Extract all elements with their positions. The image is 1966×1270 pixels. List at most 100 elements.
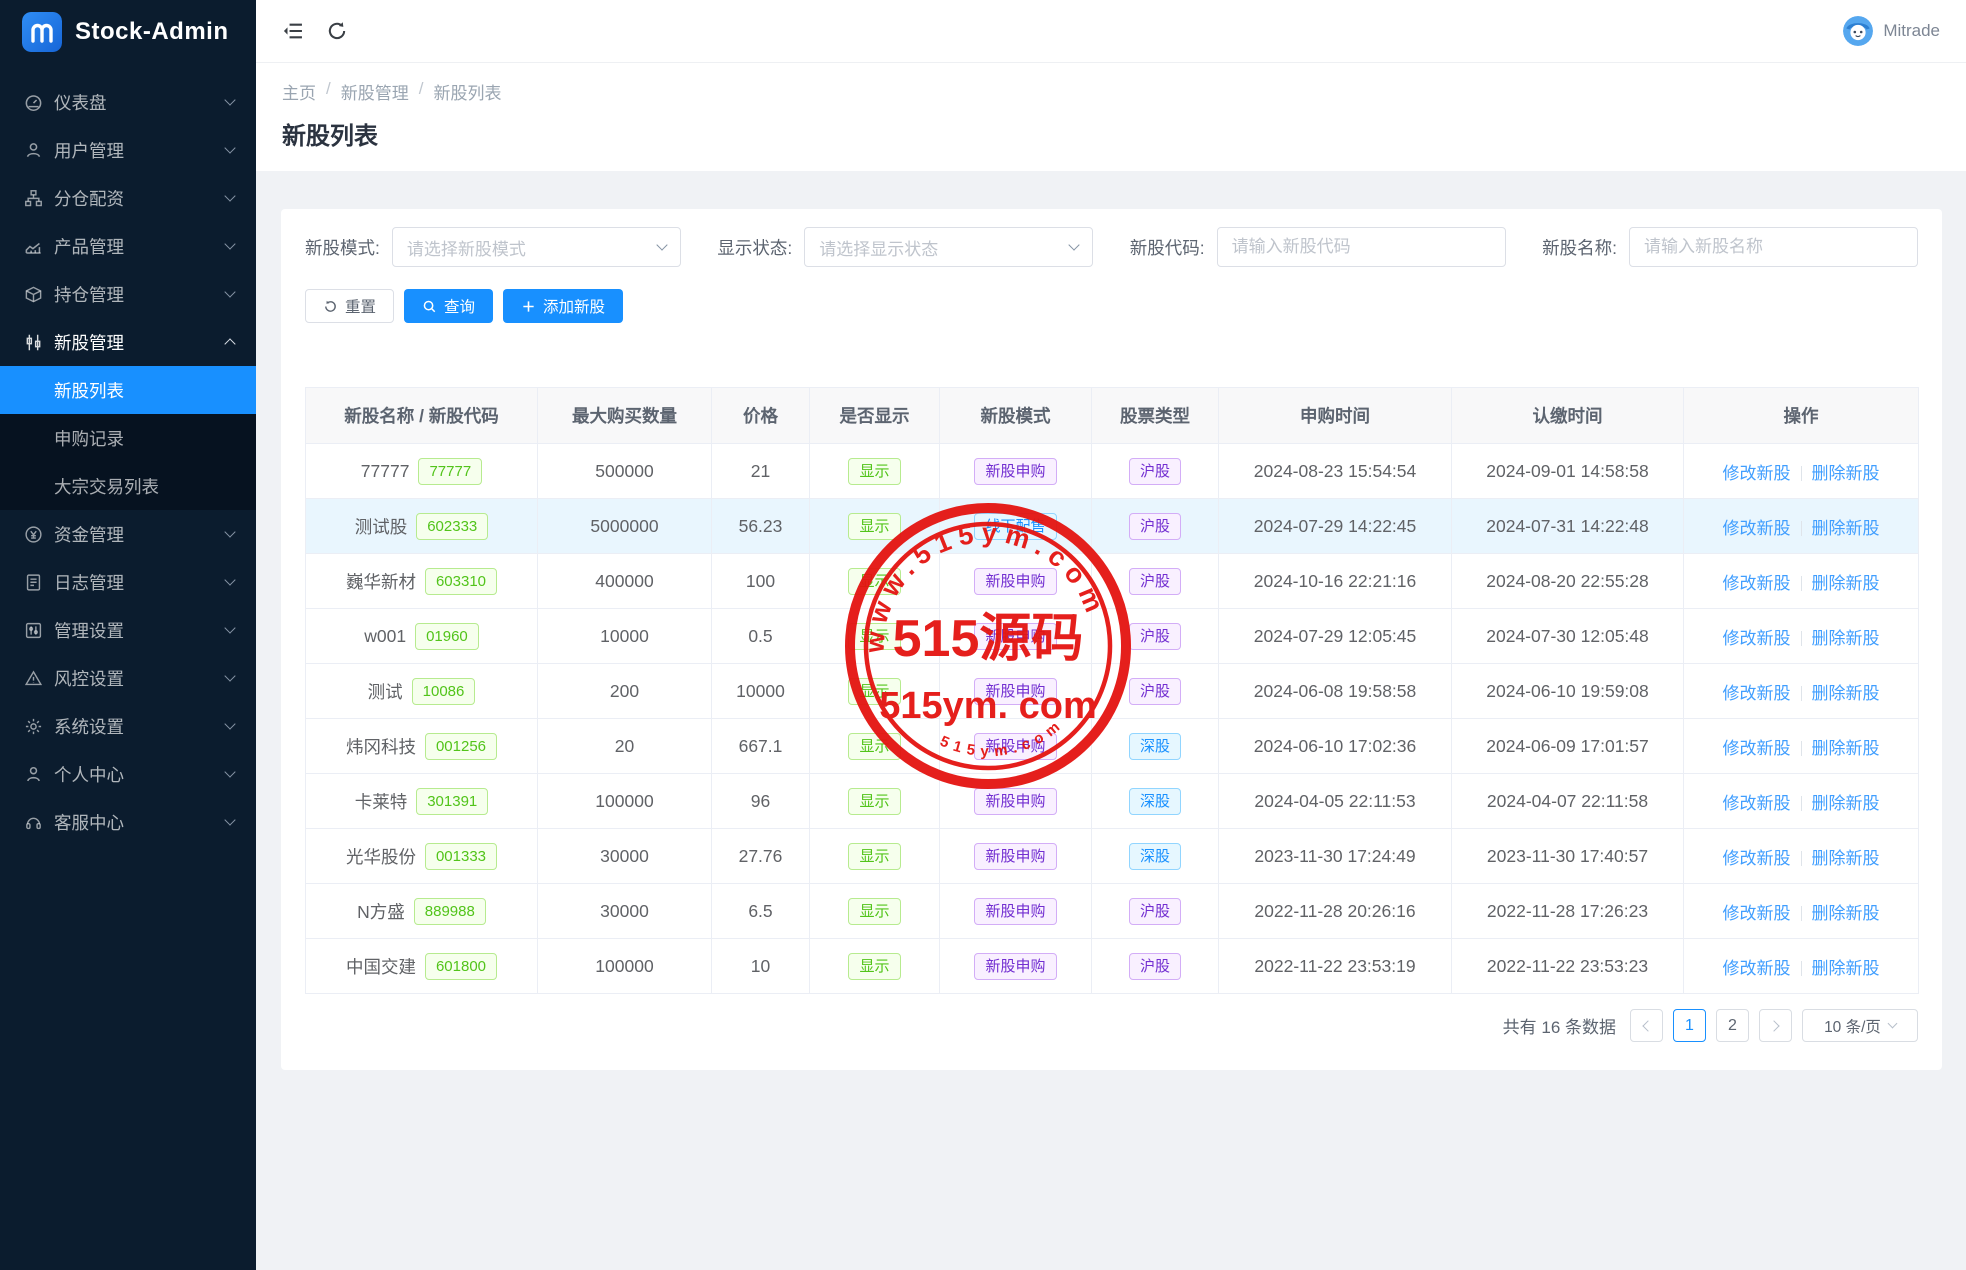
breadcrumb-ipo-management[interactable]: 新股管理 — [340, 84, 409, 103]
sidebar-subitem-block-trade-list[interactable]: 大宗交易列表 — [0, 462, 256, 510]
stock-code-input[interactable] — [1231, 237, 1491, 257]
breadcrumb-home[interactable]: 主页 — [282, 84, 316, 103]
page-head: 主页 / 新股管理 / 新股列表 新股列表 — [256, 63, 1966, 171]
stock-name: 光华股份 — [345, 846, 416, 867]
delete-ipo-link[interactable]: 删除新股 — [1811, 903, 1880, 923]
sidebar-item-label: 分仓配资 — [54, 188, 124, 209]
visible-badge: 显示 — [848, 732, 901, 760]
sidebar-item-profile[interactable]: 个人中心 — [0, 750, 256, 798]
sidebar-item-ipo[interactable]: 新股管理 — [0, 318, 256, 366]
page-button-1[interactable]: 1 — [1673, 1009, 1706, 1042]
max-qty: 200 — [537, 663, 712, 719]
edit-ipo-link[interactable]: 修改新股 — [1722, 793, 1791, 813]
reset-button[interactable]: 重置 — [305, 289, 395, 323]
edit-ipo-link[interactable]: 修改新股 — [1722, 958, 1791, 978]
username[interactable]: Mitrade — [1883, 21, 1940, 40]
menu-fold-icon[interactable] — [282, 20, 304, 42]
table-row: N方盛 889988 30000 6.5 显示 新股申购 沪股 2022-11-2… — [305, 883, 1919, 939]
sidebar-item-logs[interactable]: 日志管理 — [0, 558, 256, 606]
col-price: 价格 — [711, 387, 810, 444]
breadcrumb-separator: / — [326, 79, 331, 98]
max-qty: 20 — [537, 718, 712, 774]
refresh-icon[interactable] — [326, 20, 348, 42]
edit-ipo-link[interactable]: 修改新股 — [1722, 903, 1791, 923]
avatar[interactable] — [1843, 16, 1874, 46]
edit-ipo-link[interactable]: 修改新股 — [1722, 573, 1791, 593]
sidebar-menu: 仪表盘 用户管理 分仓配资 产品管理 持仓管理 新股管理 新股列表 申购记录 — [0, 64, 256, 846]
visible-badge: 显示 — [848, 787, 901, 815]
price: 21 — [711, 443, 810, 499]
edit-ipo-link[interactable]: 修改新股 — [1722, 738, 1791, 758]
table-header-row: 新股名称 / 新股代码 最大购买数量 价格 是否显示 新股模式 股票类型 申购时… — [305, 387, 1919, 444]
sidebar-item-positions[interactable]: 持仓管理 — [0, 270, 256, 318]
subscribe-time: 2024-08-23 15:54:54 — [1218, 443, 1452, 499]
delete-ipo-link[interactable]: 删除新股 — [1811, 518, 1880, 538]
action-divider — [1800, 465, 1802, 481]
sidebar-subitem-ipo-list[interactable]: 新股列表 — [0, 366, 256, 414]
next-page-button[interactable] — [1759, 1009, 1792, 1042]
stock-code-tag: 603310 — [424, 567, 498, 595]
delete-ipo-link[interactable]: 删除新股 — [1811, 463, 1880, 483]
sidebar-item-system-settings[interactable]: 系统设置 — [0, 702, 256, 750]
edit-ipo-link[interactable]: 修改新股 — [1722, 463, 1791, 483]
delete-ipo-link[interactable]: 删除新股 — [1811, 958, 1880, 978]
stock-type-badge: 沪股 — [1128, 567, 1181, 595]
page-button-2[interactable]: 2 — [1716, 1009, 1749, 1042]
chevron-down-icon — [224, 718, 236, 730]
delete-ipo-link[interactable]: 删除新股 — [1811, 738, 1880, 758]
display-status-select[interactable]: 请选择显示状态 — [804, 227, 1094, 267]
stock-name: 测试股 — [354, 516, 408, 537]
sidebar-item-risk-settings[interactable]: 风控设置 — [0, 654, 256, 702]
chevron-down-icon — [1068, 239, 1080, 251]
sidebar-item-products[interactable]: 产品管理 — [0, 222, 256, 270]
sidebar-item-admin-settings[interactable]: 管理设置 — [0, 606, 256, 654]
sidebar-item-dashboard[interactable]: 仪表盘 — [0, 78, 256, 126]
stock-name-input[interactable] — [1644, 237, 1903, 257]
stock-type-badge: 深股 — [1128, 787, 1181, 815]
delete-ipo-link[interactable]: 删除新股 — [1811, 628, 1880, 648]
search-button[interactable]: 查询 — [404, 289, 494, 323]
delete-ipo-link[interactable]: 删除新股 — [1811, 848, 1880, 868]
sidebar-item-label: 仪表盘 — [54, 92, 107, 113]
sidebar-subitem-subscribe-records[interactable]: 申购记录 — [0, 414, 256, 462]
sidebar-item-funds[interactable]: 资金管理 — [0, 510, 256, 558]
headset-icon — [26, 817, 41, 829]
app-logo: Stock-Admin — [0, 0, 256, 64]
payment-time: 2024-04-07 22:11:58 — [1451, 773, 1684, 829]
delete-ipo-link[interactable]: 删除新股 — [1811, 683, 1880, 703]
edit-ipo-link[interactable]: 修改新股 — [1722, 683, 1791, 703]
sidebar-item-users[interactable]: 用户管理 — [0, 126, 256, 174]
sidebar-item-allocation[interactable]: 分仓配资 — [0, 174, 256, 222]
stock-type-badge: 沪股 — [1128, 897, 1181, 925]
select-placeholder: 请选择显示状态 — [819, 239, 939, 259]
delete-ipo-link[interactable]: 删除新股 — [1811, 573, 1880, 593]
page-size-select[interactable]: 10 条/页 — [1802, 1009, 1918, 1042]
add-ipo-button[interactable]: 添加新股 — [503, 289, 624, 323]
col-stock-type: 股票类型 — [1091, 387, 1219, 444]
max-qty: 30000 — [537, 828, 712, 884]
delete-ipo-link[interactable]: 删除新股 — [1811, 793, 1880, 813]
sidebar-item-label: 新股管理 — [54, 332, 124, 353]
mode-badge: 线下配售 — [974, 512, 1057, 540]
dashboard-icon — [25, 94, 42, 111]
chevron-up-icon — [224, 338, 236, 350]
chevron-down-icon — [224, 670, 236, 682]
edit-ipo-link[interactable]: 修改新股 — [1722, 848, 1791, 868]
package-icon — [25, 286, 42, 302]
chevron-down-icon — [224, 286, 236, 298]
candlestick-icon — [26, 334, 41, 350]
ipo-mode-select[interactable]: 请选择新股模式 — [391, 227, 681, 267]
breadcrumb-separator: / — [418, 79, 424, 98]
subscribe-time: 2024-10-16 22:21:16 — [1218, 553, 1452, 609]
visible-badge: 显示 — [848, 567, 901, 595]
visible-badge: 显示 — [848, 952, 901, 980]
sidebar-item-support[interactable]: 客服中心 — [0, 798, 256, 846]
prev-page-button[interactable] — [1630, 1009, 1663, 1042]
edit-ipo-link[interactable]: 修改新股 — [1722, 518, 1791, 538]
edit-ipo-link[interactable]: 修改新股 — [1722, 628, 1791, 648]
filter-label: 新股代码: — [1129, 237, 1205, 258]
stock-code-tag: 001333 — [424, 842, 498, 870]
topbar: Mitrade — [256, 0, 1966, 63]
breadcrumb-current: 新股列表 — [433, 84, 502, 103]
chevron-down-icon — [656, 239, 668, 251]
